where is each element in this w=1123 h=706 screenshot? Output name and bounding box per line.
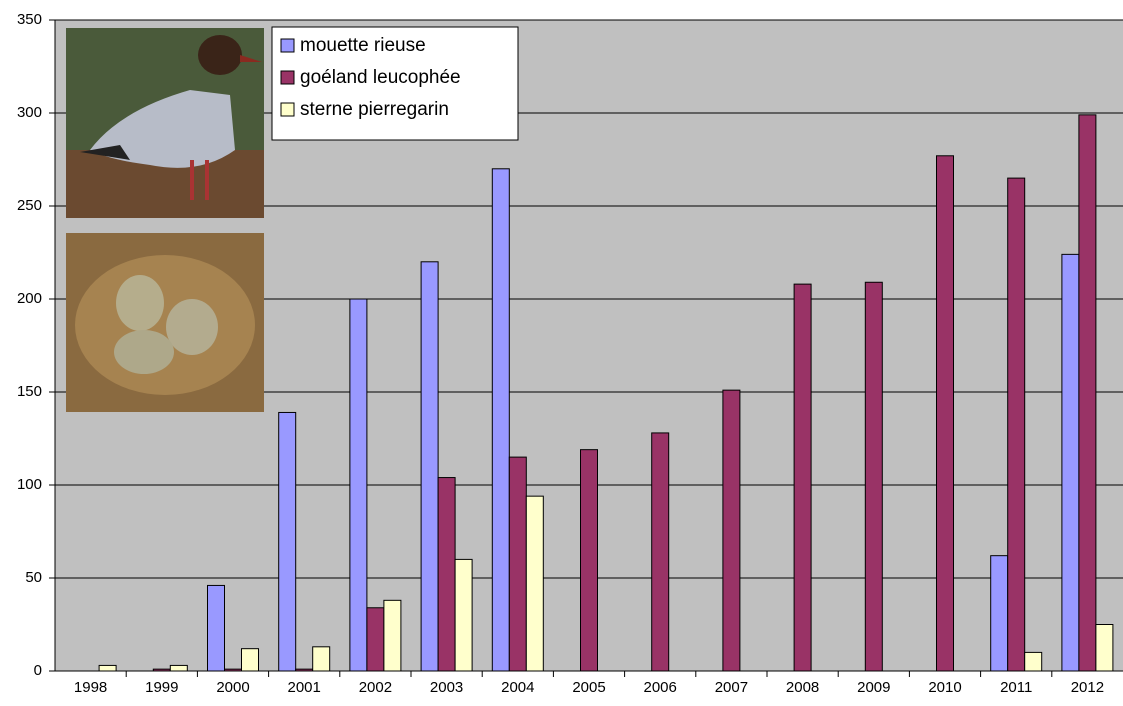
bar bbox=[366, 607, 385, 672]
bar bbox=[349, 298, 368, 672]
x-tick-label: 2007 bbox=[715, 679, 748, 696]
legend-label: mouette rieuse bbox=[300, 35, 426, 56]
x-tick-label: 2003 bbox=[430, 679, 463, 696]
bar bbox=[864, 281, 883, 672]
bar bbox=[508, 456, 527, 672]
bar bbox=[420, 261, 439, 672]
y-tick-label: 350 bbox=[17, 11, 42, 28]
legend-swatch bbox=[280, 38, 295, 53]
y-tick-label: 100 bbox=[17, 476, 42, 493]
x-tick-label: 1999 bbox=[145, 679, 178, 696]
bar bbox=[241, 648, 259, 672]
legend-label: sterne pierregarin bbox=[300, 99, 449, 120]
bar bbox=[722, 389, 741, 672]
y-tick-label: 250 bbox=[17, 197, 42, 214]
y-tick-label: 50 bbox=[25, 569, 42, 586]
x-tick-label: 2000 bbox=[216, 679, 249, 696]
bar bbox=[793, 283, 812, 672]
bar bbox=[651, 432, 670, 672]
bar bbox=[383, 599, 402, 672]
bar bbox=[207, 584, 225, 672]
bar bbox=[936, 155, 954, 672]
bar bbox=[278, 411, 297, 672]
photo-nest bbox=[66, 233, 264, 412]
bar bbox=[437, 477, 456, 672]
legend-swatch bbox=[280, 102, 295, 117]
legend-swatch bbox=[280, 70, 295, 85]
bar bbox=[1061, 253, 1080, 672]
x-tick-label: 2005 bbox=[572, 679, 605, 696]
bar bbox=[1078, 114, 1097, 672]
bar bbox=[525, 495, 544, 672]
y-tick-label: 0 bbox=[34, 662, 42, 679]
x-tick-label: 2001 bbox=[288, 679, 321, 696]
x-tick-label: 2009 bbox=[857, 679, 890, 696]
x-tick-label: 2002 bbox=[359, 679, 392, 696]
y-tick-label: 300 bbox=[17, 104, 42, 121]
photo-gull bbox=[66, 28, 264, 218]
bar bbox=[312, 646, 331, 672]
x-tick-label: 2006 bbox=[644, 679, 677, 696]
x-tick-label: 2012 bbox=[1071, 679, 1104, 696]
bar bbox=[98, 664, 117, 672]
bar bbox=[990, 555, 1009, 672]
bar bbox=[169, 664, 188, 672]
x-tick-label: 2004 bbox=[501, 679, 534, 696]
x-tick-label: 2011 bbox=[1000, 679, 1032, 696]
y-tick-label: 200 bbox=[17, 290, 42, 307]
bar bbox=[491, 168, 510, 672]
bar bbox=[1024, 651, 1043, 672]
x-tick-label: 2008 bbox=[786, 679, 819, 696]
bar bbox=[454, 558, 473, 672]
x-tick-label: 2010 bbox=[928, 679, 961, 696]
legend: mouette rieuse goéland leucophée sterne pi… bbox=[271, 26, 519, 141]
x-tick-label: 1998 bbox=[74, 679, 107, 696]
bar bbox=[1007, 177, 1026, 672]
bar bbox=[1095, 624, 1114, 672]
bar bbox=[580, 449, 598, 672]
legend-label: goéland leucophée bbox=[300, 67, 461, 88]
y-tick-label: 150 bbox=[17, 383, 42, 400]
